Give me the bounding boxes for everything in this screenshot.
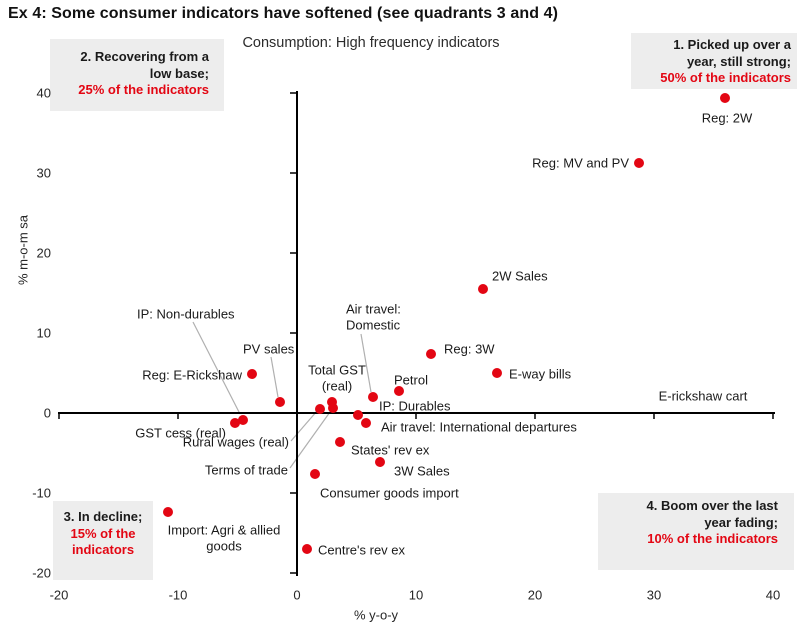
data-point-label: IP: Durables	[379, 398, 451, 414]
data-point-label: Centre's rev ex	[318, 542, 406, 558]
data-point-dot	[314, 404, 325, 414]
quadrant-4-bold-text: 4. Boom over the last year fading;	[646, 498, 778, 530]
x-tick-label: 30	[646, 587, 662, 603]
data-point-dot	[720, 92, 731, 103]
x-tick-label: 10	[408, 587, 424, 603]
data-point-label: GST cess (real)	[135, 425, 226, 441]
y-tick-label: -20	[32, 565, 51, 581]
data-point-label: Terms of trade	[204, 462, 288, 478]
data-point-dot	[477, 284, 488, 294]
y-tick-label: -10	[32, 485, 51, 501]
quadrant-3-bold-text: 3. In decline;	[63, 509, 143, 524]
data-point-dot	[163, 507, 174, 518]
data-point-dot	[238, 415, 249, 426]
y-tick-label: 0	[43, 405, 51, 421]
x-tick-label: 0	[293, 587, 301, 603]
data-point-label: Import: Agri & allied goods	[167, 522, 281, 554]
x-tick-label: 20	[527, 587, 543, 603]
quadrant-3-red-text: 15% of the indicators	[70, 525, 136, 558]
leader-line	[192, 321, 241, 415]
data-point-dot	[334, 436, 345, 447]
data-point-label: Reg: MV and PV	[532, 155, 629, 171]
data-point-label: Reg: 3W	[444, 341, 495, 357]
quadrant-1-red-text: 50% of the indicators	[660, 70, 791, 85]
quadrant-2-note: 2. Recovering from a low base; 25% of the …	[50, 39, 224, 111]
data-point-dot	[275, 396, 286, 407]
data-point-dot	[230, 418, 241, 429]
y-tick-label: 10	[36, 325, 51, 341]
quadrant-3-note: 3. In decline; 15% of the indicators	[53, 501, 153, 580]
data-point-label: Reg: E-Rickshaw	[142, 367, 242, 383]
data-point-label: Air travel: International departures	[381, 419, 577, 435]
data-point-label: 2W Sales	[492, 268, 548, 284]
x-axis-label: % y-o-y	[353, 607, 399, 623]
data-point-dot	[633, 157, 644, 168]
quadrant-4-red-text: 10% of the indicators	[647, 531, 778, 546]
data-point-label: IP: Non-durables	[137, 306, 235, 322]
data-point-label: E-way bills	[509, 366, 572, 382]
y-tick-label: 20	[36, 245, 51, 261]
data-point-dot	[394, 385, 405, 396]
data-point-label: Total GST (real)	[308, 362, 366, 394]
data-point-dot	[301, 544, 312, 554]
data-point-dot	[326, 396, 337, 407]
data-point-dot	[375, 456, 386, 467]
data-point-label: Petrol	[394, 372, 428, 388]
data-point-label: Air travel: Domestic	[346, 301, 401, 333]
data-point-label: E-rickshaw cart	[658, 388, 748, 404]
data-point-label: 3W Sales	[394, 463, 450, 479]
leader-line	[270, 356, 279, 398]
quadrant-1-note: 1. Picked up over a year, still strong; 50…	[631, 33, 797, 89]
data-point-label: PV sales	[243, 341, 295, 357]
data-point-label: Consumer goods import	[320, 485, 459, 501]
x-tick-label: 40	[765, 587, 781, 603]
chart-title: Consumption: High frequency indicators	[242, 35, 500, 51]
quadrant-2-red-text: 25% of the indicators	[78, 82, 209, 97]
quadrant-4-note: 4. Boom over the last year fading; 10% of …	[598, 493, 794, 570]
data-point-dot	[327, 403, 338, 414]
x-tick-label: -10	[168, 587, 188, 603]
data-point-dot	[246, 368, 257, 379]
data-point-dot	[352, 410, 363, 421]
data-point-dot	[368, 392, 379, 402]
data-point-dot	[361, 418, 372, 429]
y-tick-label: 40	[36, 85, 51, 101]
x-tick-label: -20	[49, 587, 69, 603]
quadrant-2-bold-text: 2. Recovering from a low base;	[80, 49, 209, 81]
y-tick-label: 30	[36, 165, 51, 181]
data-point-label: States' rev ex	[351, 442, 430, 458]
data-point-dot	[309, 468, 320, 479]
exhibit-title: Ex 4: Some consumer indicators have soft…	[8, 5, 559, 22]
quadrant-1-bold-text: 1. Picked up over a year, still strong;	[673, 37, 791, 69]
data-point-dot	[491, 368, 502, 378]
data-point-label: Rural wages (real)	[182, 434, 289, 450]
data-point-dot	[426, 348, 437, 359]
leader-line	[290, 410, 318, 442]
leader-line	[360, 333, 372, 393]
data-point-label: Reg: 2W	[701, 110, 753, 126]
